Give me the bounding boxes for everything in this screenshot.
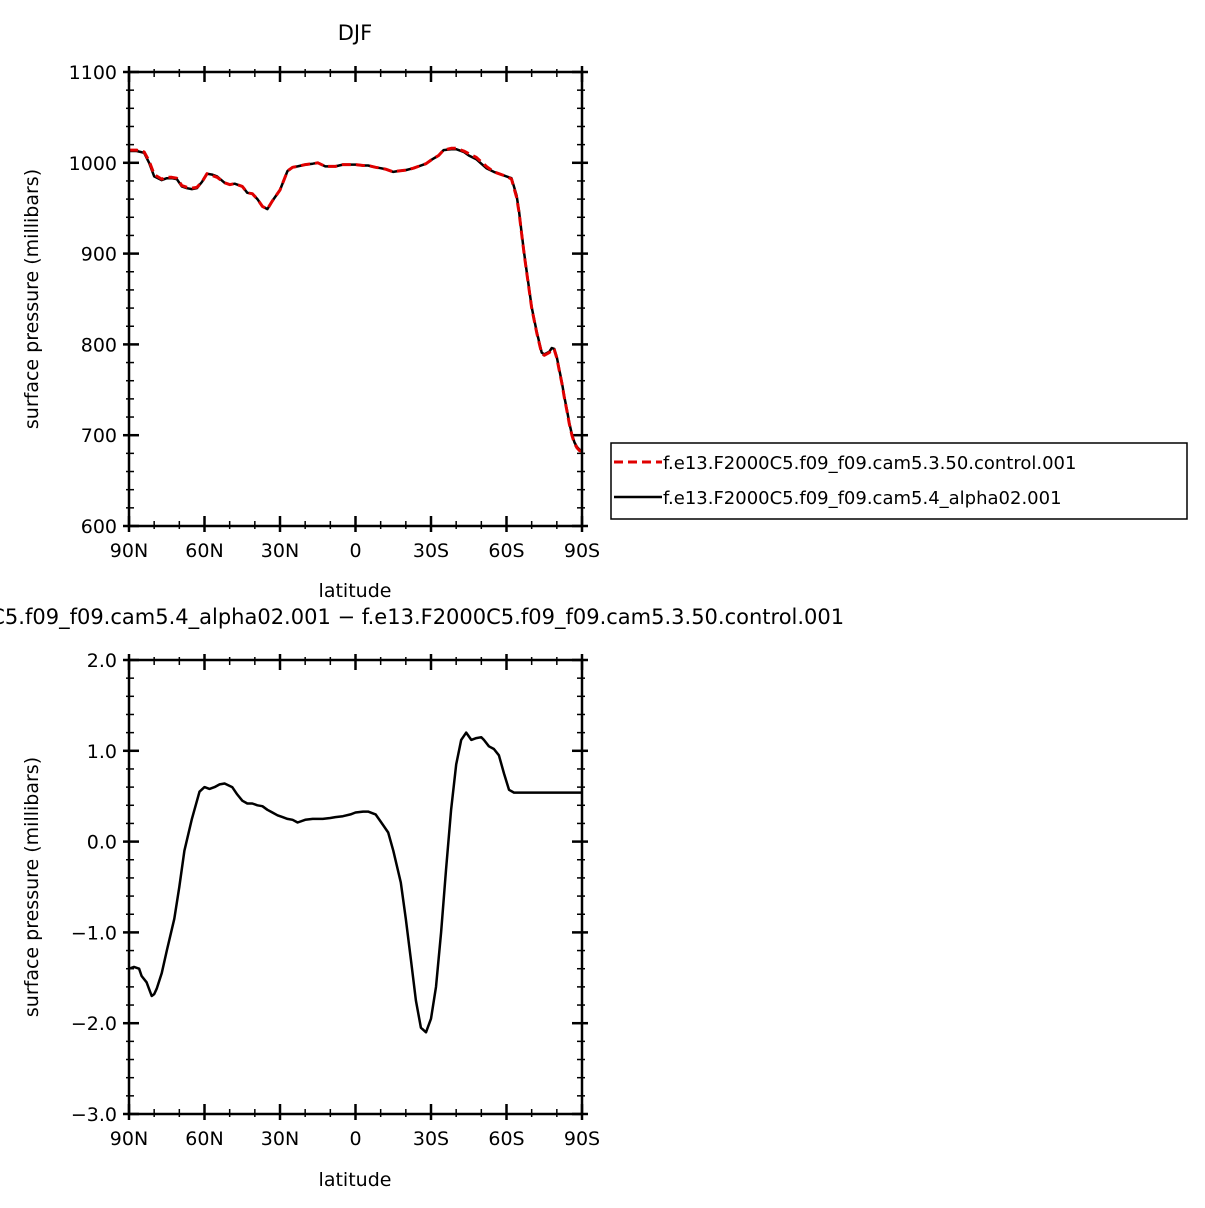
bottom-y-tick-label: 0.0 [87,832,117,854]
bottom-y-tick-label: 2.0 [87,650,117,672]
bottom-y-tick-label: 1.0 [87,741,117,763]
top-y-axis-label: surface pressure (millibars) [21,169,43,429]
bottom-y-tick-label: −1.0 [71,922,117,944]
top-x-tick-label: 0 [349,540,361,562]
bottom-series [129,731,582,1034]
legend-box [610,442,1188,520]
top-panel: DJF 90N 60N 30N 0 30S 60S 90S 600 700 800 900 1000 1… [21,21,600,602]
top-y-tick-label: 700 [81,425,117,447]
top-x-tick-label: 90S [564,540,600,562]
bottom-x-tick-label: 30S [413,1128,449,1150]
bottom-x-tick-label: 60N [185,1128,223,1150]
bottom-panel: f.e13.F2000C5.f09_f09.cam5.4_alpha02.001… [0,605,844,1191]
top-title: DJF [338,21,372,45]
top-y-tick-label: 600 [81,516,117,538]
bottom-x-tick-label: 90N [110,1128,148,1150]
bottom-y-axis-label: surface pressure (millibars) [21,757,43,1017]
bottom-x-tick-label: 60S [488,1128,524,1150]
bottom-ticks: 90N 60N 30N 0 30S 60S 90S −3.0 −2.0 −1.0 0.0 1.0 2.0 [71,650,600,1150]
top-y-tick-label: 900 [81,244,117,266]
legend: f.e13.F2000C5.f09_f09.cam5.3.50.control.… [610,442,1188,520]
top-x-tick-label: 60N [185,540,223,562]
top-series-line-0 [129,146,582,453]
bottom-x-tick-label: 30N [261,1128,299,1150]
bottom-x-tick-label: 0 [349,1128,361,1150]
legend-label-alpha02: f.e13.F2000C5.f09_f09.cam5.4_alpha02.001 [663,488,1062,509]
bottom-x-axis-label: latitude [319,1169,392,1191]
bottom-plot-frame [127,658,584,1116]
top-x-tick-label: 30N [261,540,299,562]
bottom-title: f.e13.F2000C5.f09_f09.cam5.4_alpha02.001… [0,605,844,630]
top-series [129,146,582,453]
bottom-y-tick-label: −3.0 [71,1104,117,1126]
bottom-series-line-0 [129,731,582,1034]
bottom-x-tick-label: 90S [564,1128,600,1150]
top-y-tick-label: 800 [81,334,117,356]
legend-label-control: f.e13.F2000C5.f09_f09.cam5.3.50.control.… [663,453,1076,474]
bottom-y-tick-label: −2.0 [71,1013,117,1035]
top-x-tick-label: 30S [413,540,449,562]
top-series-line-1 [129,147,582,452]
top-x-tick-label: 60S [488,540,524,562]
top-y-tick-label: 1000 [69,153,117,175]
top-y-tick-label: 1100 [69,62,117,84]
top-plot-frame [127,70,584,528]
top-x-tick-label: 90N [110,540,148,562]
top-ticks: 90N 60N 30N 0 30S 60S 90S 600 700 800 900 1000 1100 [69,62,600,562]
top-x-axis-label: latitude [319,580,392,602]
